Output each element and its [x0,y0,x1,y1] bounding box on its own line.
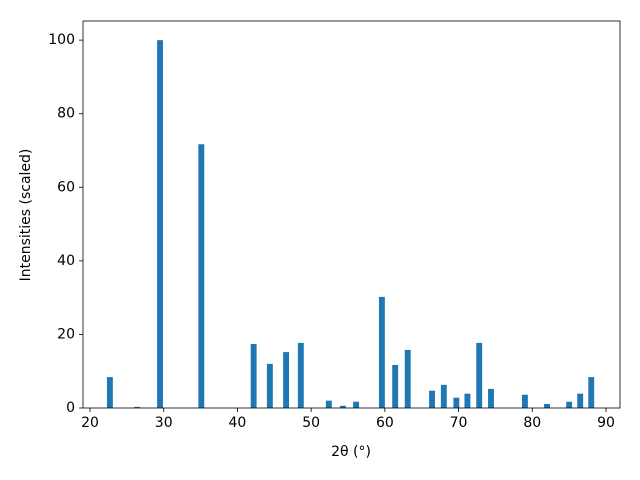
y-tick-label: 20 [57,326,75,342]
x-tick-label: 20 [81,415,99,431]
bar [378,296,385,408]
plot-frame [82,20,621,409]
x-tick-label: 50 [302,415,320,431]
bar [339,405,346,408]
bar [198,144,205,408]
x-tick-label: 30 [155,415,173,431]
bar [544,403,550,408]
y-tick-label: 100 [48,32,75,48]
bar [157,40,163,409]
y-axis-label: Intensities (scaled) [18,149,34,282]
y-tick-label: 80 [57,106,75,122]
bar [404,349,411,408]
y-tick-label: 40 [57,253,75,269]
bar [577,393,584,408]
bar [488,388,494,408]
bar [106,377,113,408]
x-axis-label: 2θ (°) [331,444,371,460]
bar [325,400,332,408]
x-tick-label: 80 [523,415,541,431]
bar [250,343,257,408]
bar [588,377,595,408]
bar [429,390,435,408]
y-tick-label: 0 [66,400,75,416]
bar [440,384,447,408]
x-tick-label: 70 [450,415,468,431]
x-tick-label: 60 [376,415,394,431]
bar [134,406,141,408]
bar [464,393,471,408]
bar [392,364,399,408]
x-tick-label: 40 [229,415,247,431]
bar [266,363,273,408]
x-tick-label: 90 [597,415,615,431]
bar [566,401,573,408]
bar [353,401,360,408]
bar [521,394,528,408]
bar [297,342,304,408]
y-tick-label: 60 [57,179,75,195]
bar [283,352,290,408]
bar [453,397,460,408]
bar [476,342,483,408]
